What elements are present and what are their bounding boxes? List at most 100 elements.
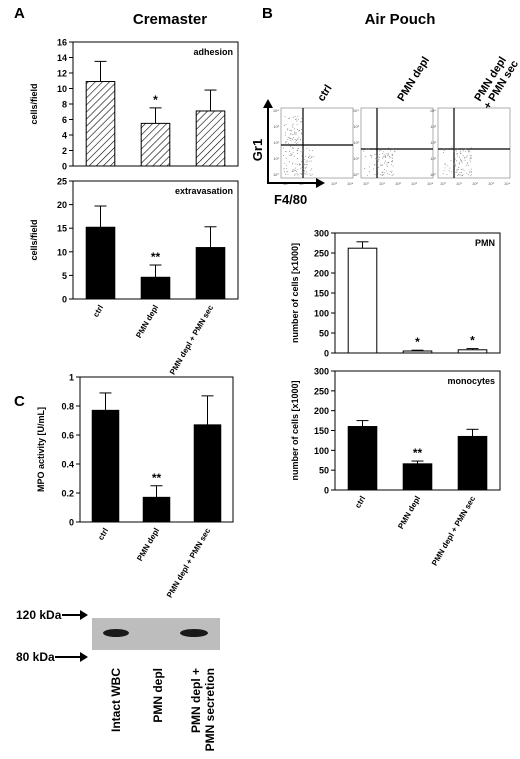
flow-event-dot bbox=[311, 157, 313, 159]
flow-event-dot bbox=[292, 171, 294, 173]
bar-3 bbox=[193, 424, 222, 523]
flow-event-dot bbox=[369, 171, 371, 173]
y-tick-label: 100 bbox=[314, 446, 329, 456]
flow-y-tick-label: 10¹ bbox=[430, 156, 436, 161]
flow-event-dot bbox=[290, 140, 292, 141]
flow-event-dot bbox=[306, 161, 308, 163]
bar-3 bbox=[457, 435, 488, 491]
flow-event-dot bbox=[376, 159, 378, 161]
flow-event-dot bbox=[295, 133, 297, 135]
flow-event-dot bbox=[455, 171, 457, 173]
flow-event-dot bbox=[305, 161, 307, 163]
flow-event-dot bbox=[471, 157, 472, 159]
flow-event-dot bbox=[305, 171, 307, 173]
flow-event-dot bbox=[294, 167, 296, 169]
flow-event-dot bbox=[366, 174, 368, 176]
flow-event-dot bbox=[285, 142, 287, 144]
flow-event-dot bbox=[468, 150, 470, 152]
flow-event-dot bbox=[454, 158, 456, 160]
flow-event-dot bbox=[447, 148, 449, 150]
flow-event-dot bbox=[287, 129, 289, 131]
flow-y-tick-label: 10⁴ bbox=[430, 108, 436, 113]
marker-80-label: 80 kDa bbox=[16, 650, 55, 664]
flow-event-dot bbox=[376, 157, 378, 159]
flow-event-dot bbox=[290, 137, 292, 139]
flow-event-dot bbox=[283, 155, 285, 156]
flow-event-dot bbox=[466, 172, 468, 174]
flow-event-dot bbox=[296, 174, 298, 176]
flow-event-dot bbox=[469, 157, 471, 159]
bar-1 bbox=[347, 426, 378, 491]
flow-event-dot bbox=[384, 155, 386, 157]
gr1-axis-label: Gr1 bbox=[250, 139, 265, 161]
flow-event-dot bbox=[289, 117, 291, 119]
flow-event-dot bbox=[464, 159, 466, 161]
bar-3 bbox=[195, 247, 226, 300]
flow-event-dot bbox=[460, 160, 462, 162]
flow-event-dot bbox=[302, 149, 304, 151]
flow-event-dot bbox=[295, 118, 297, 120]
flow-y-tick-label: 10² bbox=[430, 140, 436, 145]
flow-event-dot bbox=[296, 128, 298, 130]
flow-event-dot bbox=[446, 174, 448, 176]
flow-x-tick-label: 10³ bbox=[488, 181, 494, 186]
flow-event-dot bbox=[286, 171, 288, 173]
flow-event-dot bbox=[465, 150, 467, 152]
flow-event-dot bbox=[287, 136, 289, 138]
flow-event-dot bbox=[453, 164, 455, 165]
flow-event-dot bbox=[455, 150, 457, 152]
flow-event-dot bbox=[304, 173, 306, 175]
y-tick-label: 2 bbox=[62, 146, 67, 156]
flow-event-dot bbox=[385, 160, 386, 162]
y-tick-label: 50 bbox=[319, 329, 329, 339]
y-tick-label: 0 bbox=[324, 486, 329, 496]
y-tick-label: 150 bbox=[314, 426, 329, 436]
flow-plot-label-line: ctrl bbox=[315, 83, 334, 104]
flow-plot-label: ctrl bbox=[315, 83, 334, 104]
flow-event-dot bbox=[456, 160, 458, 162]
flow-event-dot bbox=[391, 161, 392, 163]
y-tick-label: 0.6 bbox=[61, 431, 74, 441]
flow-event-dot bbox=[310, 169, 312, 171]
chart-cremaster-adhesion: 0 2 4 6 8 10 12 14 16 cells/field adhesion * bbox=[29, 38, 239, 172]
flow-event-dot bbox=[308, 157, 309, 159]
flow-event-dot bbox=[391, 149, 393, 151]
flow-event-dot bbox=[451, 146, 453, 148]
flow-event-dot bbox=[299, 130, 301, 132]
flow-event-dot bbox=[294, 139, 296, 141]
flow-event-dot bbox=[386, 164, 388, 166]
flow-event-dot bbox=[298, 136, 300, 138]
y-tick-label: 25 bbox=[57, 177, 67, 187]
blot-lane-label: PMN depl +PMN secretion bbox=[189, 668, 217, 751]
flow-event-dot bbox=[470, 170, 472, 172]
flow-event-dot bbox=[381, 164, 383, 166]
y-tick-label: 1 bbox=[69, 373, 74, 383]
flow-event-dot bbox=[461, 169, 463, 170]
flow-event-dot bbox=[301, 166, 303, 168]
flow-event-dot bbox=[300, 120, 302, 122]
flow-event-dot bbox=[301, 133, 303, 135]
y-tick-label: 250 bbox=[314, 249, 329, 259]
flow-event-dot bbox=[380, 174, 382, 175]
flow-event-dot bbox=[287, 128, 289, 130]
flow-event-dot bbox=[309, 157, 311, 159]
flow-event-dot bbox=[287, 170, 289, 172]
flow-event-dot bbox=[294, 155, 296, 157]
flow-event-dot bbox=[311, 173, 313, 175]
flow-event-dot bbox=[381, 152, 383, 154]
flow-event-dot bbox=[392, 154, 393, 156]
flow-event-dot bbox=[284, 132, 286, 134]
flow-event-dot bbox=[458, 163, 460, 165]
flow-y-tick-label: 10⁰ bbox=[353, 172, 359, 177]
flow-x-tick-label: 10⁰ bbox=[363, 181, 369, 186]
flow-event-dot bbox=[371, 155, 373, 157]
flow-event-dot bbox=[283, 168, 285, 170]
flow-event-dot bbox=[292, 134, 294, 135]
flow-event-dot bbox=[387, 153, 389, 155]
flow-event-dot bbox=[300, 164, 301, 166]
flow-event-dot bbox=[287, 173, 289, 175]
flow-event-dot bbox=[391, 159, 393, 161]
flow-event-dot bbox=[368, 148, 370, 150]
flow-event-dot bbox=[470, 174, 472, 176]
flow-event-dot bbox=[470, 171, 472, 173]
